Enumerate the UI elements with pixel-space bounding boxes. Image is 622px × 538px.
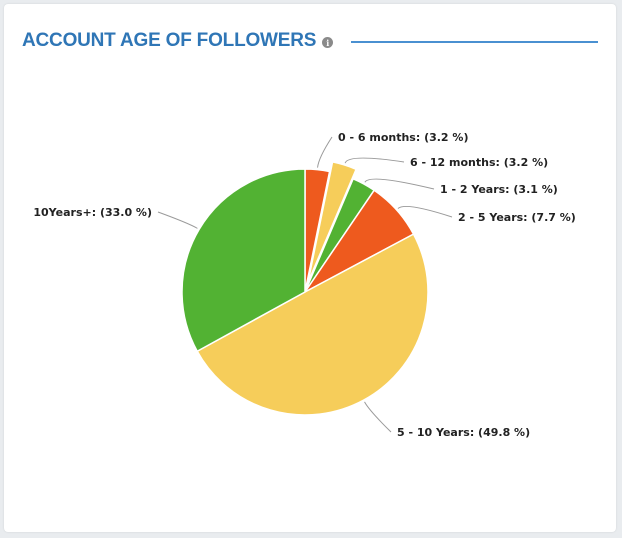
card-header: ACCOUNT AGE OF FOLLOWERS i [22,26,598,56]
leader-line-2-5-years [397,205,453,218]
data-label-1-2-years: 1 - 2 Years: (3.1 %) [440,183,558,196]
data-label-5-10-years: 5 - 10 Years: (49.8 %) [397,426,530,439]
leader-line-0-6-months [317,136,333,168]
info-icon[interactable]: i [322,37,334,48]
leader-line-6-12-months [344,157,405,164]
pie-leader-lines [157,136,453,433]
pie-slices [181,161,429,416]
data-label-0-6-months: 0 - 6 months: (3.2 %) [338,131,468,144]
pie-slice-6-12-months[interactable] [307,161,358,283]
chart-title: ACCOUNT AGE OF FOLLOWERS [22,30,317,51]
data-label-10years: 10Years+: (33.0 %) [33,206,152,219]
data-label-2-5-years: 2 - 5 Years: (7.7 %) [458,211,576,224]
leader-line-5-10-years [364,401,392,433]
leader-line-1-2-years [364,178,435,190]
title-divider [351,41,598,43]
pie-slice-5-10-years[interactable] [196,233,429,416]
pie-slice-10years[interactable] [181,168,306,353]
leader-line-10years [157,211,198,229]
data-label-6-12-months: 6 - 12 months: (3.2 %) [410,156,548,169]
pie-labels: 0 - 6 months: (3.2 %) 6 - 12 months: (3.2… [33,131,575,439]
